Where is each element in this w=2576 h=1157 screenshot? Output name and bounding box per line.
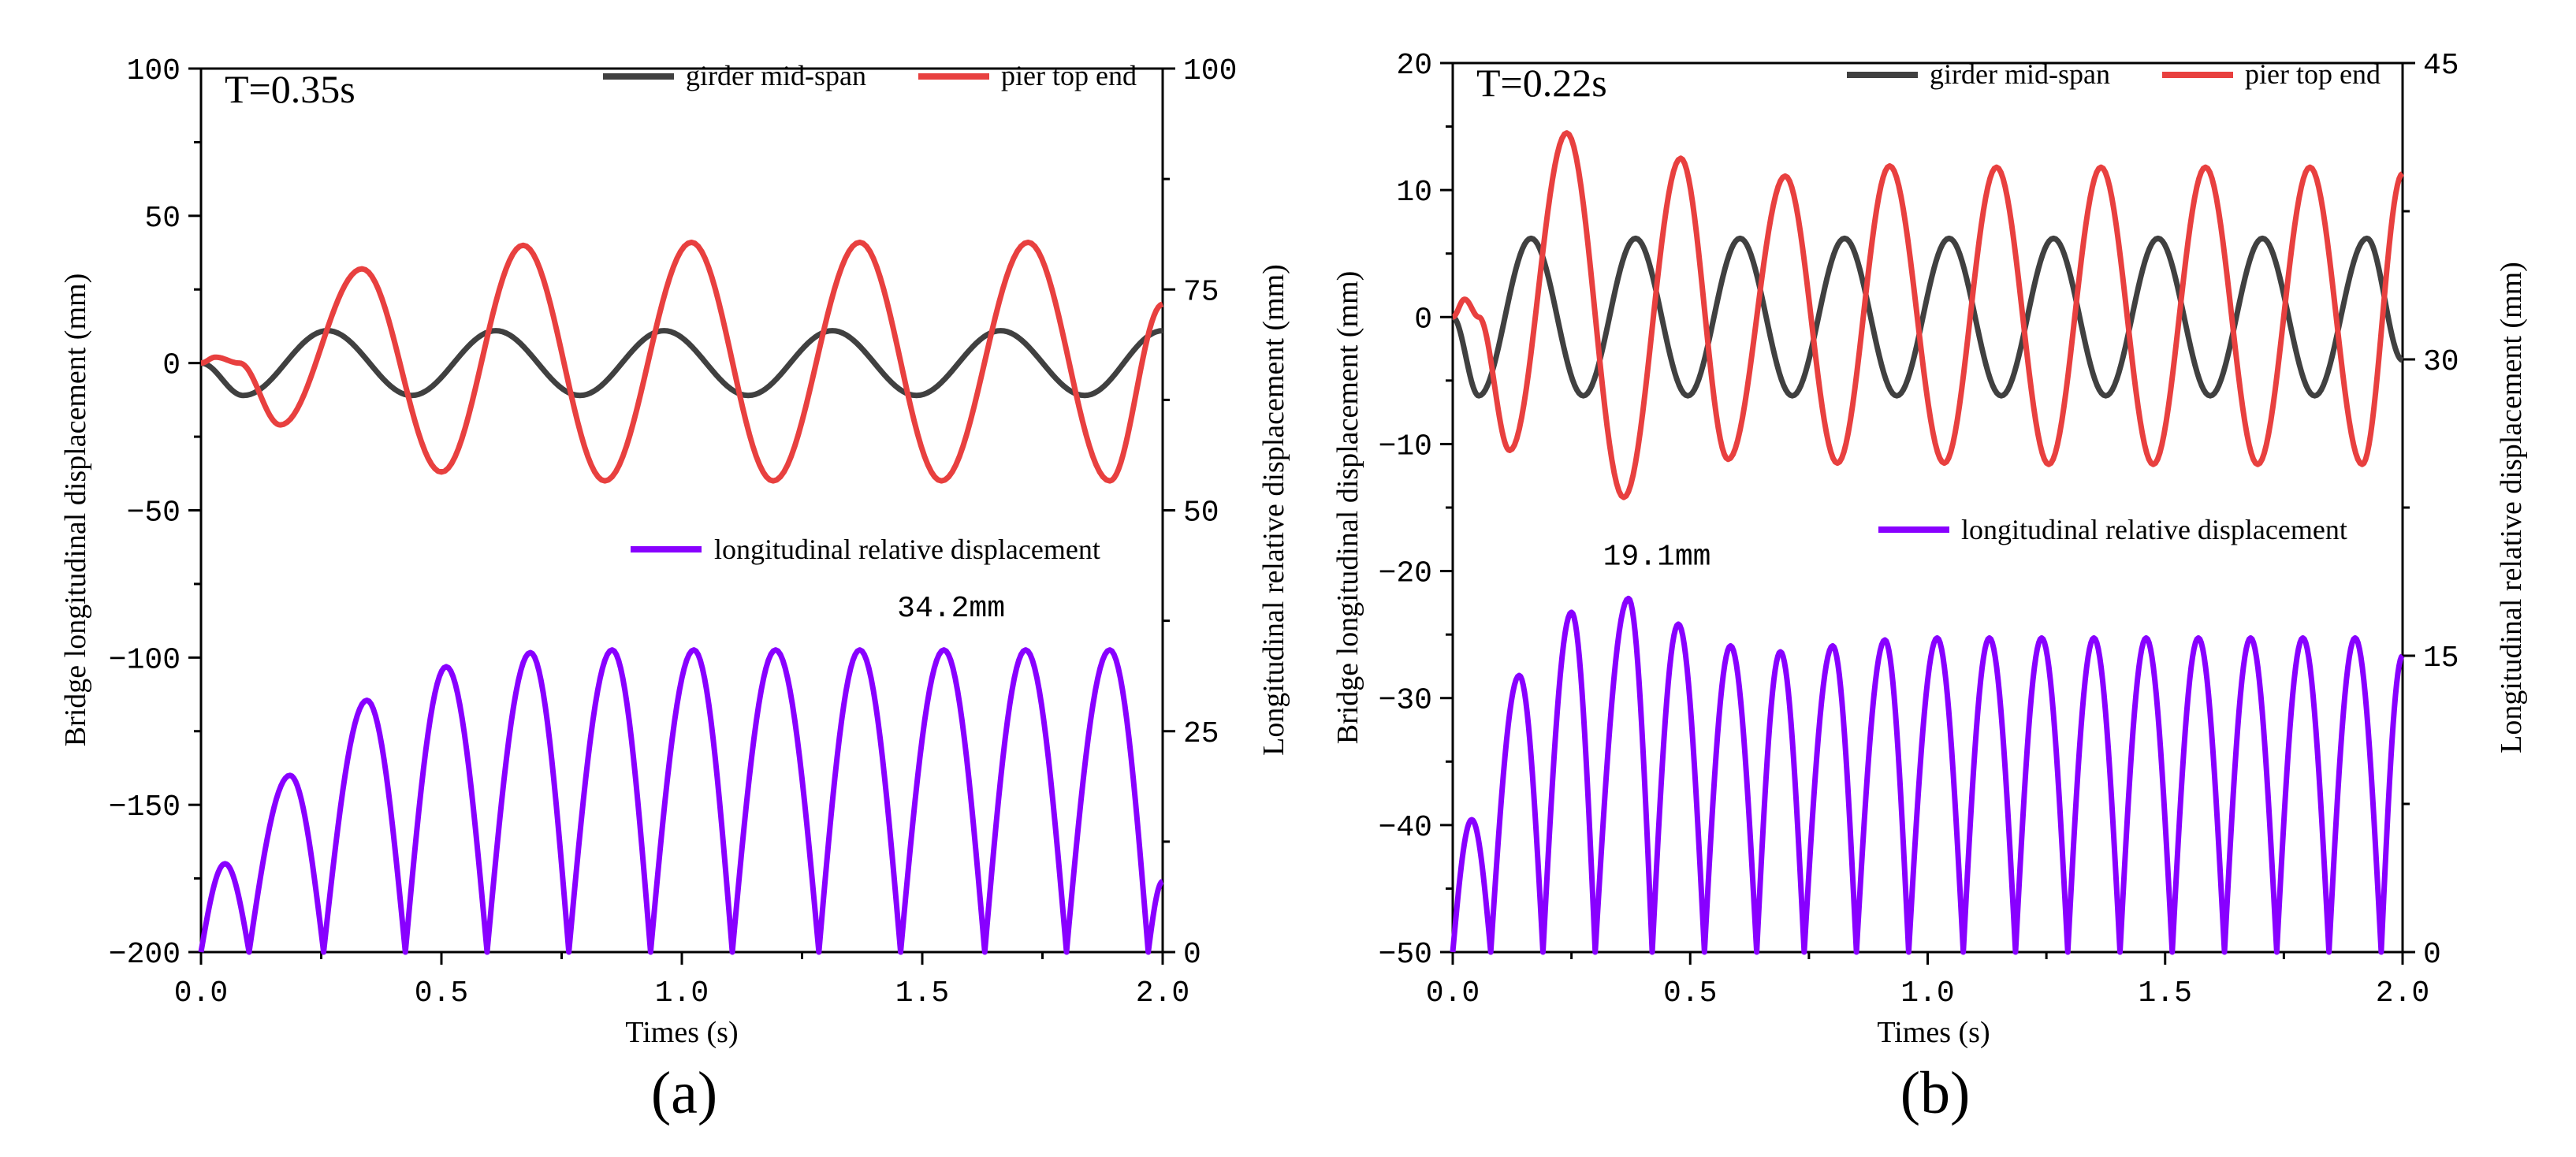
period-label: T=0.22s — [1476, 61, 1607, 105]
peak-annotation: 19.1mm — [1603, 541, 1711, 575]
y-tick-label: −50 — [1379, 938, 1432, 972]
panel-caption: (a) — [651, 1060, 717, 1126]
y-right-tick-label: 15 — [2423, 642, 2459, 675]
y-tick-label: −40 — [1379, 811, 1432, 845]
x-tick-label: 1.5 — [2139, 977, 2192, 1010]
y-right-tick-label: 0 — [2423, 938, 2441, 972]
y-tick-label: −200 — [109, 938, 181, 972]
x-tick-label: 2.0 — [2376, 977, 2429, 1010]
legend-label-pier: pier top end — [1001, 60, 1137, 91]
x-tick-label: 1.5 — [895, 977, 949, 1010]
series-line-2 — [198, 647, 1165, 955]
legend-label-relative: longitudinal relative displacement — [1961, 514, 2347, 545]
y-tick-label: 0 — [162, 349, 181, 383]
plot-frame — [199, 67, 1164, 954]
y-right-tick-label: 100 — [1183, 54, 1237, 88]
y-axis-title-right: Longitudinal relative displacement (mm) — [2495, 262, 2528, 753]
y-right-tick-label: 0 — [1183, 938, 1201, 972]
y-tick-label: −30 — [1379, 684, 1432, 718]
x-tick-label: 0.0 — [174, 977, 228, 1010]
panel-b: 0.0 0.5 1.0 1.5 2.0 20 10 0 −10 −20 −30 −40 −50 45 30 1… — [1331, 49, 2528, 1126]
data-series — [198, 239, 1165, 955]
y-tick-label: 50 — [144, 202, 181, 236]
legend-label-pier: pier top end — [2245, 58, 2381, 90]
y-right-tick-label: 30 — [2423, 345, 2459, 379]
y-tick-label: 10 — [1396, 176, 1432, 210]
panel-a: 0.0 0.5 1.0 1.5 2.0 100 50 0 −50 −100 −150 −200 100 7… — [59, 54, 1290, 1126]
axis-ticks: 0.0 0.5 1.0 1.5 2.0 100 50 0 −50 −100 −150 −200 100 7… — [109, 54, 1238, 1010]
y-tick-label: 0 — [1414, 303, 1432, 337]
series-line-0 — [199, 328, 1163, 399]
y-right-tick-label: 25 — [1183, 717, 1219, 751]
y-tick-label: −10 — [1379, 430, 1432, 463]
x-tick-label: 0.5 — [1663, 977, 1717, 1010]
data-series — [1450, 130, 2405, 955]
series-line-1 — [1450, 130, 2405, 500]
y-tick-label: −100 — [109, 643, 181, 677]
y-tick-label: −20 — [1379, 557, 1432, 591]
x-axis-title: Times (s) — [625, 1016, 738, 1049]
x-tick-label: 1.0 — [1900, 977, 1954, 1010]
panel-caption: (b) — [1900, 1060, 1971, 1126]
legend-label-relative: longitudinal relative displacement — [714, 534, 1100, 565]
legend-label-girder: girder mid-span — [1930, 58, 2110, 90]
y-tick-label: 20 — [1396, 49, 1432, 83]
y-right-tick-label: 75 — [1183, 275, 1219, 309]
x-tick-label: 1.0 — [655, 977, 709, 1010]
x-tick-label: 0.5 — [415, 977, 468, 1010]
x-tick-label: 2.0 — [1136, 977, 1189, 1010]
x-axis-title: Times (s) — [1877, 1016, 1990, 1049]
series-line-0 — [1450, 235, 2404, 399]
series-line-1 — [199, 239, 1164, 484]
peak-annotation: 34.2mm — [897, 592, 1005, 626]
series-line-2 — [1450, 595, 2405, 955]
y-axis-title-right: Longitudinal relative displacement (mm) — [1257, 264, 1290, 756]
y-axis-title-left: Bridge longitudinal displacement (mm) — [59, 273, 92, 747]
y-tick-label: −150 — [109, 791, 181, 824]
y-tick-label: −50 — [127, 497, 181, 530]
period-label: T=0.35s — [225, 67, 356, 111]
y-right-tick-label: 45 — [2423, 49, 2459, 83]
plot-frame — [1451, 61, 2404, 954]
y-axis-title-left: Bridge longitudinal displacement (mm) — [1331, 271, 1364, 745]
x-tick-label: 0.0 — [1426, 977, 1480, 1010]
axis-ticks: 0.0 0.5 1.0 1.5 2.0 20 10 0 −10 −20 −30 −40 −50 45 30 1… — [1379, 49, 2459, 1010]
y-right-tick-label: 50 — [1183, 497, 1219, 530]
legend-label-girder: girder mid-span — [686, 60, 866, 91]
y-tick-label: 100 — [127, 54, 181, 88]
